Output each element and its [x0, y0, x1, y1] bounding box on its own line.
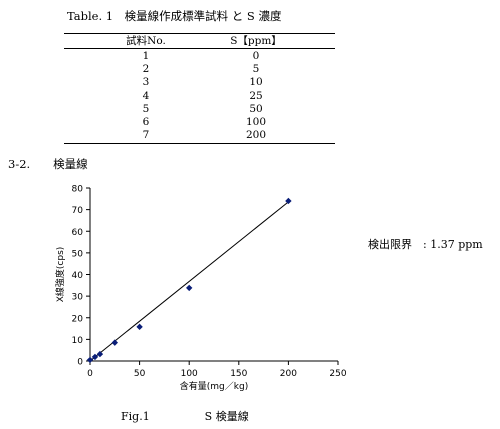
table-cell-s-ppm: 5: [252, 63, 260, 76]
table-cell-sample-no: 6: [142, 116, 150, 128]
x-tick-label: 150: [230, 369, 247, 379]
figure-caption: Fig.1 S 検量線: [121, 410, 249, 423]
y-axis-label: X線強度(cps): [54, 247, 66, 303]
x-tick-label: 50: [134, 369, 146, 379]
y-tick-label: 0: [77, 358, 83, 368]
data-point: [111, 339, 118, 346]
y-tick-label: 10: [72, 336, 84, 346]
y-tick-label: 70: [72, 206, 84, 216]
table-cell-sample-no: 7: [142, 129, 150, 142]
data-point: [96, 350, 104, 358]
table-cell-s-ppm: 100: [245, 116, 267, 128]
data-point: [285, 197, 292, 205]
y-tick-label: 60: [72, 228, 84, 238]
detection-limit-note: 検出限界 : 1.37 ppm: [368, 238, 483, 251]
data-point: [91, 353, 99, 361]
table-title: Table. 1 検量線作成標準試料 と S 濃度: [67, 9, 282, 23]
x-tick-label: 100: [181, 369, 198, 379]
header-sample-no: 試料No.: [126, 35, 166, 47]
x-tick-label: 200: [280, 369, 297, 379]
table-cell-sample-no: 3: [142, 76, 150, 89]
y-tick-label: 30: [72, 293, 84, 303]
x-tick-label: 0: [87, 369, 93, 379]
x-tick-label: 250: [329, 369, 346, 379]
section-heading: 3-2. 検量線: [8, 157, 88, 171]
table-cell-s-ppm: 10: [249, 76, 263, 89]
table-bottom-rule: [64, 143, 335, 144]
table-cell-s-ppm: 200: [245, 129, 267, 142]
data-point: [186, 284, 193, 292]
data-point: [136, 323, 143, 331]
y-tick-label: 50: [72, 249, 84, 259]
table-cell-sample-no: 4: [142, 89, 150, 102]
table-cell-sample-no: 1: [142, 50, 150, 62]
y-tick-label: 20: [72, 314, 84, 324]
table-cell-sample-no: 2: [142, 63, 150, 76]
y-tick-label: 40: [72, 271, 84, 281]
table-cell-sample-no: 5: [142, 102, 150, 115]
x-axis-label: 含有量(mg／kg): [180, 380, 248, 392]
table-cell-s-ppm: 50: [249, 102, 263, 115]
y-tick-label: 80: [72, 185, 84, 195]
trendline: [89, 201, 289, 362]
table-cell-s-ppm: 0: [252, 50, 260, 62]
table-header-rule: [64, 48, 335, 49]
data-point: [86, 356, 94, 364]
table-cell-s-ppm: 25: [249, 89, 263, 102]
table-top-rule: [64, 33, 335, 34]
header-s-ppm: S【ppm】: [230, 35, 282, 47]
